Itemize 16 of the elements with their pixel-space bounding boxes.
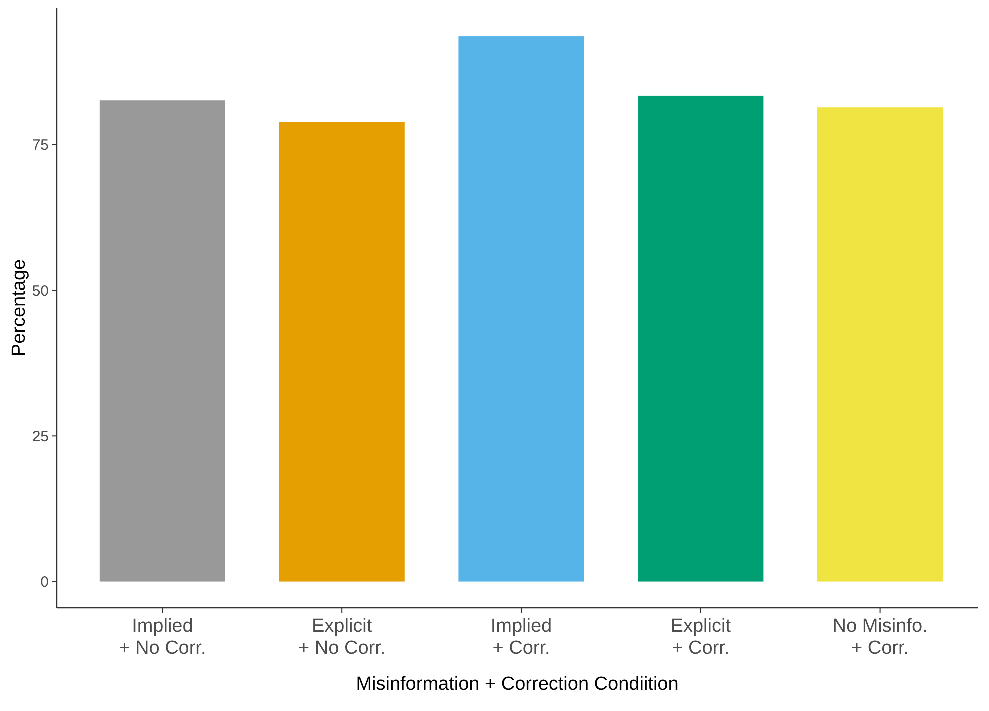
y-tick-label: 0 <box>40 574 49 592</box>
x-axis-title: Misinformation + Correction Condiition <box>356 674 679 695</box>
x-tick-label: No Misinfo. + Corr. <box>832 616 928 659</box>
x-tick-label: Explicit + No Corr. <box>298 616 386 659</box>
bar <box>818 108 944 582</box>
x-tick-label: Implied + No Corr. <box>119 616 206 659</box>
y-axis-title: Percentage <box>9 259 30 357</box>
x-tick-label: Explicit + Corr. <box>670 616 732 659</box>
y-tick-label: 50 <box>32 282 49 300</box>
y-tick-label: 75 <box>32 137 49 154</box>
y-tick-label: 25 <box>32 428 49 446</box>
bar <box>458 36 584 582</box>
bar <box>100 100 226 582</box>
x-tick-label: Implied + Corr. <box>490 616 552 659</box>
bar <box>279 122 405 582</box>
bar <box>638 96 764 582</box>
